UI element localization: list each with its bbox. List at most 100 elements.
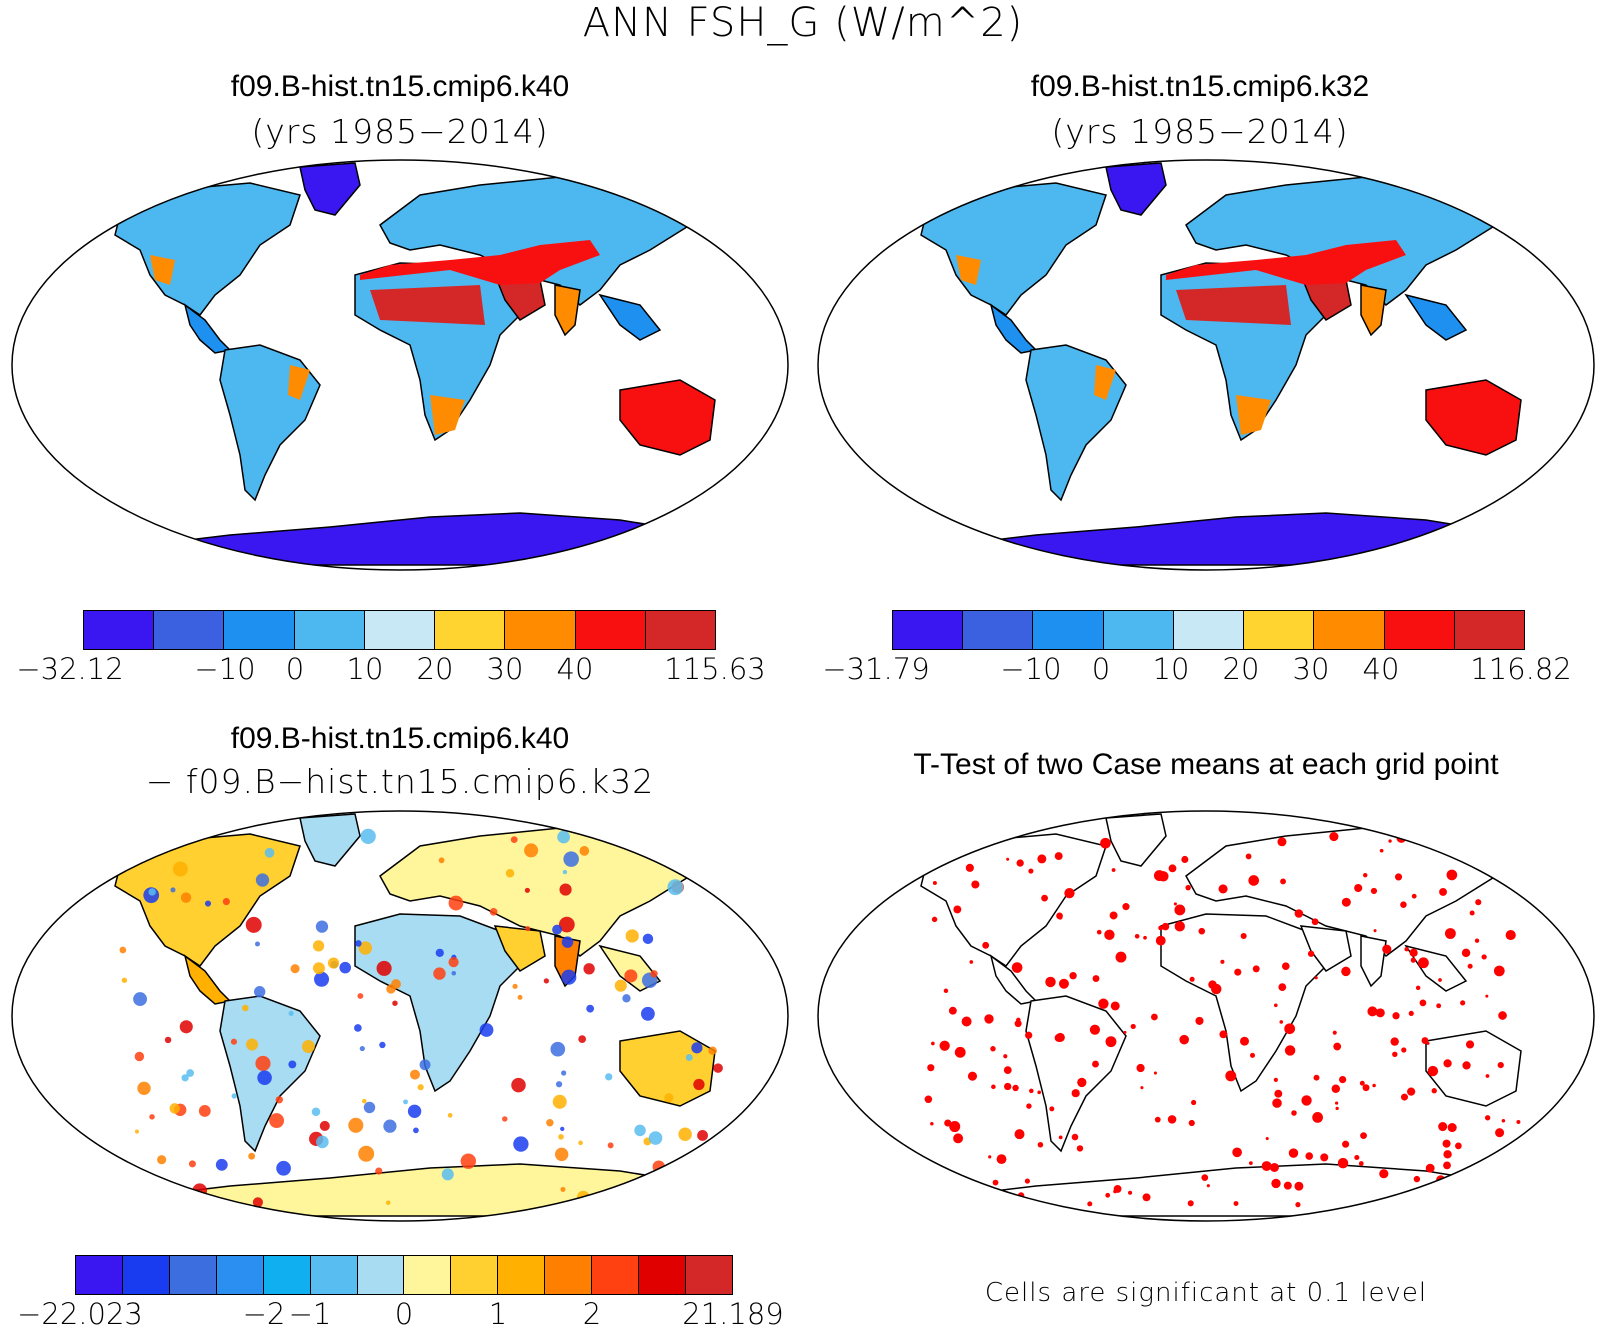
landmass-samerica xyxy=(1025,995,1127,1153)
panel-title-top-right: f09.B-hist.tn15.cmip6.k32 xyxy=(1030,70,1370,103)
colorbar-swatch xyxy=(294,611,365,649)
landmass-camerica xyxy=(989,954,1038,1005)
landmass-australia xyxy=(1425,1030,1522,1107)
significance-note: Cells are significant at 0.1 level xyxy=(984,1278,1428,1308)
landmass-seasia xyxy=(598,293,662,341)
landmass-camerica xyxy=(989,303,1038,354)
tick-label: 21.189 xyxy=(682,1297,784,1331)
tick-label: 30 xyxy=(486,652,524,686)
panel-subtitle-top-right: (yrs 1985−2014) xyxy=(1051,112,1349,151)
landmass-antarctica xyxy=(127,1163,703,1217)
tick-label: 10 xyxy=(1152,652,1190,686)
landmass-antarctica xyxy=(933,1163,1509,1217)
landmass-greenland xyxy=(1105,813,1167,867)
tick-label: 20 xyxy=(416,652,454,686)
tick-label: −32.12 xyxy=(16,652,124,686)
colorbar-top-right xyxy=(892,610,1525,650)
tick-label: 10 xyxy=(346,652,384,686)
panel-title-bottom-left: f09.B-hist.tn15.cmip6.k40 xyxy=(230,722,570,755)
colorbar-swatch xyxy=(1454,611,1524,649)
tick-label: −10 xyxy=(1000,652,1062,686)
landmass-seasia xyxy=(1404,944,1468,992)
landmass-namerica xyxy=(920,182,1107,317)
colorbar-top-left xyxy=(83,610,716,650)
panel-subtitle-bottom-left: − f09.B−hist.tn15.cmip6.k32 xyxy=(145,762,655,801)
map-top-right xyxy=(817,159,1595,571)
colorbar-swatch xyxy=(122,1256,170,1294)
colorbar-swatch xyxy=(404,1256,452,1294)
tick-label: 0 xyxy=(394,1297,414,1331)
landmass-camerica xyxy=(183,303,232,354)
colorbar-swatch xyxy=(1103,611,1174,649)
tick-label: −2 xyxy=(242,1297,286,1331)
panel-title-top-left: f09.B-hist.tn15.cmip6.k40 xyxy=(230,70,570,103)
colorbar-swatch xyxy=(575,611,646,649)
landmass-arabia xyxy=(1299,925,1352,972)
landmass-namerica xyxy=(114,182,301,317)
colorbar-swatch xyxy=(1033,611,1104,649)
colorbar-swatch xyxy=(364,611,436,649)
landmass-india xyxy=(1360,284,1387,337)
landmass-seasia xyxy=(1404,293,1468,341)
landmass-india xyxy=(1360,935,1387,988)
tick-label: −31.79 xyxy=(822,652,930,686)
tick-label: 30 xyxy=(1292,652,1330,686)
figure-title: ANN FSH_G (W/m^2) xyxy=(582,0,1024,46)
panel-title-bottom-right: T-Test of two Case means at each grid po… xyxy=(913,748,1499,781)
map-bottom-left xyxy=(11,810,789,1222)
landmass-namerica xyxy=(920,833,1107,968)
colorbar-swatch xyxy=(357,1256,405,1294)
landmass-greenland xyxy=(299,162,361,216)
colorbar-swatch xyxy=(435,611,506,649)
colorbar-swatch xyxy=(498,1256,546,1294)
colorbar-swatch xyxy=(216,1256,264,1294)
colorbar-swatch xyxy=(1173,611,1245,649)
landmass-namerica xyxy=(114,833,301,968)
colorbar-swatch xyxy=(451,1256,499,1294)
landmass-africa xyxy=(354,913,521,1093)
landmass-samerica xyxy=(219,344,321,502)
colorbar-swatch xyxy=(645,611,715,649)
landmass-australia xyxy=(619,1030,716,1107)
landmass-india xyxy=(554,284,581,337)
colorbar-swatch xyxy=(310,1256,358,1294)
tick-label: 116.82 xyxy=(1470,652,1572,686)
colorbar-swatch xyxy=(224,611,295,649)
landmass-antarctica xyxy=(127,512,703,566)
map-bottom-right xyxy=(817,810,1595,1222)
colorbar-swatch xyxy=(893,611,964,649)
tick-label: 2 xyxy=(582,1297,602,1331)
colorbar-swatch xyxy=(685,1256,732,1294)
colorbar-swatch xyxy=(263,1256,311,1294)
colorbar-swatch xyxy=(84,611,155,649)
colorbar-swatch xyxy=(505,611,576,649)
map-top-left xyxy=(11,159,789,571)
landmass-greenland xyxy=(1105,162,1167,216)
colorbar-swatch xyxy=(963,611,1034,649)
colorbar-ticks-bottom-left: −22.023 −2 −1 0 1 2 21.189 xyxy=(0,1297,800,1331)
colorbar-swatch xyxy=(1244,611,1315,649)
colorbar-bottom-left xyxy=(75,1255,733,1295)
tick-label: 40 xyxy=(556,652,594,686)
landmass-arabia xyxy=(493,925,546,972)
tick-label: −10 xyxy=(194,652,256,686)
colorbar-swatch xyxy=(592,1256,640,1294)
landmass-camerica xyxy=(183,954,232,1005)
tick-label: 20 xyxy=(1222,652,1260,686)
colorbar-swatch xyxy=(169,1256,217,1294)
colorbar-ticks-top-left: −32.12 −10 0 10 20 30 40 115.63 xyxy=(0,652,800,692)
tick-label: 0 xyxy=(1091,652,1111,686)
landmass-samerica xyxy=(1025,344,1127,502)
panel-subtitle-top-left: (yrs 1985−2014) xyxy=(251,112,549,151)
landmass-australia xyxy=(619,379,716,456)
tick-label: −22.023 xyxy=(17,1297,143,1331)
tick-label: −1 xyxy=(288,1297,332,1331)
colorbar-swatch xyxy=(1384,611,1455,649)
tick-label: 0 xyxy=(285,652,305,686)
landmass-australia xyxy=(1425,379,1522,456)
landmass-africa xyxy=(1160,913,1327,1093)
colorbar-swatch xyxy=(76,1256,123,1294)
colorbar-ticks-top-right: −31.79 −10 0 10 20 30 40 116.82 xyxy=(806,652,1606,692)
colorbar-swatch xyxy=(639,1256,686,1294)
colorbar-swatch xyxy=(154,611,225,649)
